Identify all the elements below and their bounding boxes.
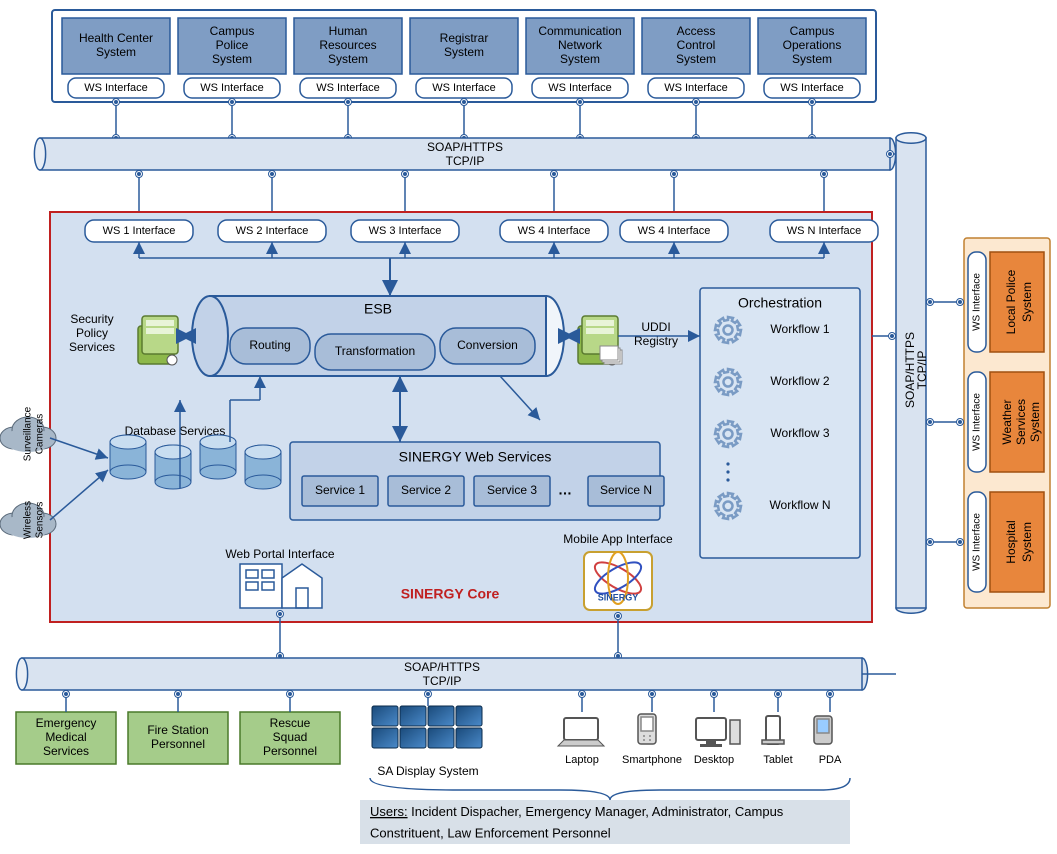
svg-text:WS Interface: WS Interface	[548, 82, 612, 94]
svg-text:WS N Interface: WS N Interface	[787, 225, 862, 237]
svg-text:Human: Human	[329, 24, 368, 38]
svg-text:SINERGY Core: SINERGY Core	[401, 586, 500, 602]
svg-text:Desktop: Desktop	[694, 754, 734, 766]
svg-text:WS Interface: WS Interface	[432, 82, 496, 94]
svg-text:Workflow 2: Workflow 2	[770, 374, 829, 388]
svg-text:Workflow 3: Workflow 3	[770, 426, 829, 440]
svg-text:Smartphone: Smartphone	[622, 754, 682, 766]
svg-text:Wireless: Wireless	[23, 501, 34, 539]
svg-text:Operations: Operations	[783, 38, 842, 52]
svg-text:Workflow N: Workflow N	[769, 498, 830, 512]
svg-text:Services: Services	[1014, 399, 1028, 445]
svg-text:Security: Security	[70, 312, 113, 326]
svg-text:Service 2: Service 2	[401, 483, 451, 497]
svg-text:System: System	[792, 52, 832, 66]
svg-text:WS Interface: WS Interface	[316, 82, 380, 94]
svg-text:PDA: PDA	[819, 754, 842, 766]
svg-text:System: System	[1020, 522, 1034, 562]
svg-text:System: System	[328, 52, 368, 66]
svg-text:Users: Incident Dispacher, Eme: Users: Incident Dispacher, Emergency Man…	[370, 804, 784, 819]
svg-text:Service 1: Service 1	[315, 483, 365, 497]
svg-text:TCP/IP: TCP/IP	[446, 154, 485, 168]
svg-text:Control: Control	[677, 38, 716, 52]
svg-text:Personnel: Personnel	[263, 744, 317, 758]
pipe-label: SOAP/HTTPS	[427, 140, 503, 154]
svg-text:UDDI: UDDI	[641, 320, 670, 334]
svg-text:System: System	[560, 52, 600, 66]
svg-text:Constrituent, Law Enforcement: Constrituent, Law Enforcement Personnel	[370, 825, 611, 840]
svg-text:WS Interface: WS Interface	[972, 513, 983, 571]
svg-text:Weather: Weather	[1000, 399, 1014, 444]
svg-text:WS 1 Interface: WS 1 Interface	[103, 225, 176, 237]
svg-text:WS Interface: WS Interface	[84, 82, 148, 94]
svg-text:Campus: Campus	[210, 24, 255, 38]
svg-text:Fire Station: Fire Station	[147, 723, 208, 737]
svg-text:Service N: Service N	[600, 483, 652, 497]
svg-text:…: …	[558, 482, 572, 498]
svg-text:Communication: Communication	[538, 24, 621, 38]
svg-text:SINERGY: SINERGY	[598, 592, 639, 602]
svg-text:WS Interface: WS Interface	[664, 82, 728, 94]
svg-text:WS 3 Interface: WS 3 Interface	[369, 225, 442, 237]
svg-text:Hospital: Hospital	[1004, 520, 1018, 563]
svg-text:TCP/IP: TCP/IP	[915, 351, 929, 390]
svg-text:WS 4 Interface: WS 4 Interface	[518, 225, 591, 237]
svg-text:Cameras: Cameras	[35, 414, 46, 455]
svg-text:WS Interface: WS Interface	[780, 82, 844, 94]
svg-text:WS 4 Interface: WS 4 Interface	[638, 225, 711, 237]
svg-text:System: System	[1028, 402, 1042, 442]
svg-text:WS Interface: WS Interface	[972, 393, 983, 451]
svg-text:Service 3: Service 3	[487, 483, 537, 497]
svg-text:Conversion: Conversion	[457, 338, 518, 352]
svg-text:Sensors: Sensors	[35, 502, 46, 539]
svg-text:Laptop: Laptop	[565, 754, 599, 766]
svg-text:System: System	[444, 45, 484, 59]
svg-text:System: System	[1020, 282, 1034, 322]
svg-text:Workflow 1: Workflow 1	[770, 322, 829, 336]
svg-text:WS Interface: WS Interface	[200, 82, 264, 94]
svg-text:Rescue: Rescue	[270, 716, 311, 730]
svg-text:Local Police: Local Police	[1004, 269, 1018, 334]
svg-text:Surveillance: Surveillance	[23, 406, 34, 461]
svg-text:Mobile App Interface: Mobile App Interface	[563, 532, 673, 546]
svg-text:Policy: Policy	[76, 326, 108, 340]
svg-text:Routing: Routing	[249, 338, 290, 352]
svg-text:System: System	[676, 52, 716, 66]
svg-text:System: System	[96, 45, 136, 59]
svg-text:SA Display System: SA Display System	[377, 764, 478, 778]
svg-text:System: System	[212, 52, 252, 66]
svg-text:Registrar: Registrar	[440, 31, 489, 45]
svg-text:Squad: Squad	[273, 730, 308, 744]
svg-text:SOAP/HTTPS: SOAP/HTTPS	[404, 660, 480, 674]
svg-text:Orchestration: Orchestration	[738, 295, 822, 311]
svg-text:WS Interface: WS Interface	[972, 273, 983, 331]
svg-text:Transformation: Transformation	[335, 344, 415, 358]
svg-text:SINERGY Web Services: SINERGY Web Services	[399, 449, 552, 465]
svg-text:Resources: Resources	[319, 38, 376, 52]
svg-text:Tablet: Tablet	[763, 754, 792, 766]
svg-text:Network: Network	[558, 38, 603, 52]
svg-text:Access: Access	[677, 24, 716, 38]
svg-text:Medical: Medical	[45, 730, 86, 744]
svg-text:Emergency: Emergency	[36, 716, 97, 730]
svg-text:Personnel: Personnel	[151, 737, 205, 751]
svg-text:ESB: ESB	[364, 301, 392, 317]
svg-text:WS 2 Interface: WS 2 Interface	[236, 225, 309, 237]
svg-text:Health Center: Health Center	[79, 31, 153, 45]
svg-text:Services: Services	[69, 340, 115, 354]
svg-text:Police: Police	[216, 38, 249, 52]
svg-text:Campus: Campus	[790, 24, 835, 38]
svg-text:Services: Services	[43, 744, 89, 758]
svg-text:TCP/IP: TCP/IP	[423, 674, 462, 688]
svg-text:Web Portal Interface: Web Portal Interface	[225, 547, 334, 561]
